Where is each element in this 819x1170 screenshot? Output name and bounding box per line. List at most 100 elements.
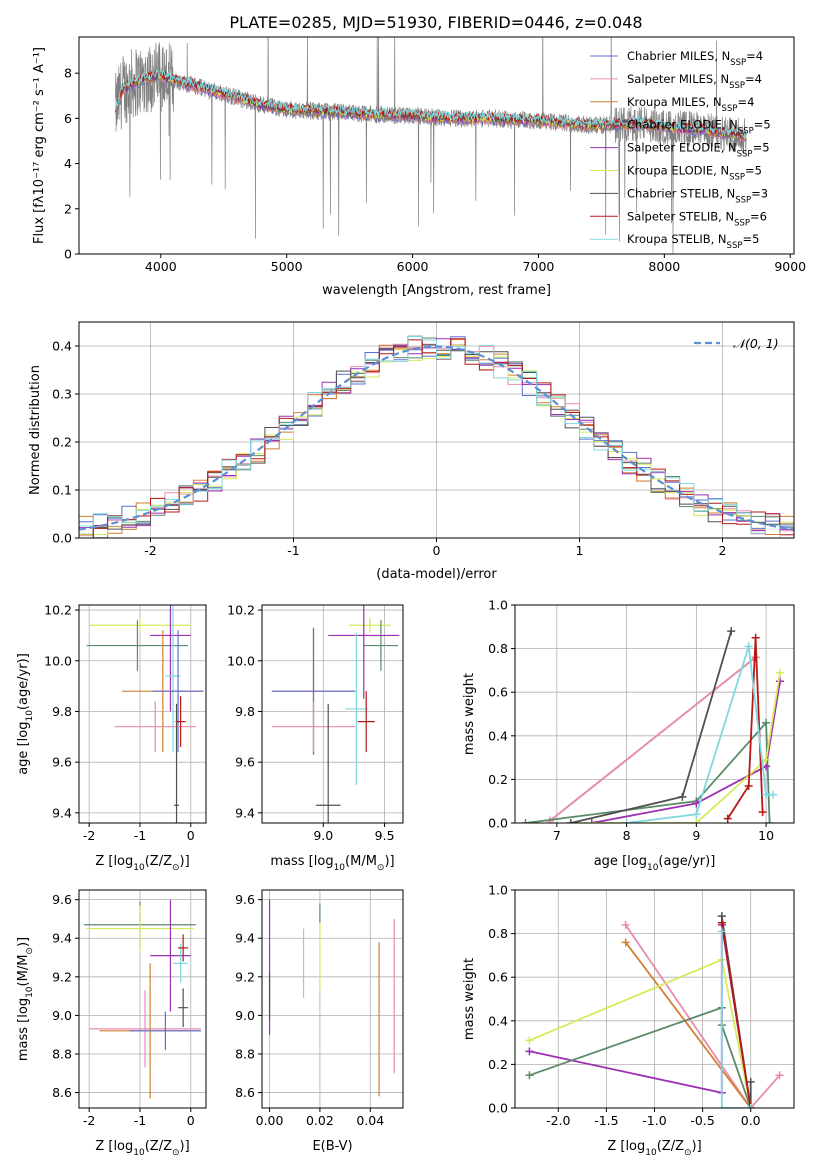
y-tick-label: 9.6 — [235, 755, 255, 770]
weight-line-salpeter_elodie — [591, 681, 781, 823]
y-tick-label: 10.0 — [227, 653, 255, 668]
x-axis-label: age [log10(age/yr)] — [594, 854, 716, 873]
y-tick-label: 0.2 — [52, 435, 72, 450]
chart-massweight_vs_age: 7 8 9 10 0.0 0.2 0.4 0.6 0.8 1.0 age [log10(age/yr… — [462, 598, 795, 873]
model-line-kroupa_stelib — [115, 68, 747, 139]
y-tick-label: 9.6 — [52, 892, 72, 907]
x-tick-label: 2 — [719, 543, 727, 558]
axes-frame — [261, 889, 404, 1109]
x-tick-label: 4000 — [145, 259, 177, 274]
y-tick-label: 9.8 — [235, 704, 255, 719]
y-tick-label: 0.0 — [488, 1101, 508, 1116]
mass_vs_Z-plot-area — [79, 890, 206, 1108]
y-tick-label: 6 — [64, 111, 72, 126]
y-tick-label: 9.2 — [235, 969, 255, 984]
y-tick-label: 10.2 — [44, 603, 72, 618]
x-tick-label: 8000 — [648, 259, 680, 274]
weight-marker-kroupa_stelib — [762, 790, 771, 799]
age_vs_Z-plot-area — [79, 605, 206, 823]
legend-entry-label: Chabrier MILES, NSSP=4 — [627, 49, 763, 68]
legend-label-normal: 𝒩(0, 1) — [733, 336, 779, 351]
y-tick-label: 9.4 — [235, 805, 255, 820]
y-tick-label: 8.6 — [52, 1085, 72, 1100]
y-tick-label: 8.8 — [52, 1046, 72, 1061]
legend-entry-label: Chabrier STELIB, NSSP=3 — [627, 186, 768, 205]
y-tick-label: 1.0 — [488, 883, 508, 898]
weight-marker-salpeter_stelib — [744, 781, 753, 790]
x-axis-label: wavelength [Angstrom, rest frame] — [322, 283, 551, 298]
chart-massweight_vs_Z: -2.0 -1.5 -1.0 -0.5 0.0 0.0 0.2 0.4 0.6 0.8 1.0 Z [… — [462, 883, 795, 1158]
weight-line-chabrier_elodie — [525, 720, 771, 823]
histogram-kroupa_stelib — [79, 336, 794, 538]
y-tick-label: 0.4 — [488, 1013, 508, 1028]
weight-marker-salpeter_miles — [621, 920, 630, 929]
legend-entry-label: Kroupa MILES, NSSP=4 — [627, 95, 754, 114]
weight-marker-kroupa_stelib — [692, 810, 701, 819]
x-tick-label: -2 — [144, 543, 156, 558]
y-tick-label: 4 — [64, 156, 72, 171]
y-tick-label: 2 — [64, 201, 72, 216]
x-tick-label: 7000 — [523, 259, 555, 274]
weight-marker-kroupa_stelib — [744, 642, 753, 651]
x-tick-label: -0.5 — [690, 1113, 714, 1128]
massweight_vs_age-plot-area — [515, 605, 794, 823]
weight-line-salpeter_miles — [549, 656, 757, 822]
axes-frame — [78, 604, 207, 824]
weight-marker-chabrier_elodie — [525, 1071, 534, 1080]
y-tick-label: 0.1 — [52, 483, 72, 498]
y-tick-label: 0.6 — [488, 685, 508, 700]
weight-marker-kroupa_elodie — [692, 819, 701, 823]
weight-marker-kroupa_stelib — [746, 1104, 755, 1108]
weight-marker-kroupa_stelib — [622, 819, 631, 823]
x-tick-label: -1 — [134, 1113, 146, 1128]
y-tick-label: 0.2 — [488, 772, 508, 787]
x-tick-label: 9.0 — [313, 828, 333, 843]
x-tick-label: 9 — [692, 828, 700, 843]
x-tick-label: 5000 — [271, 259, 303, 274]
legend-entry-label: Salpeter ELODIE, NSSP=5 — [627, 141, 770, 160]
chart-spectrum: 4000 5000 6000 7000 8000 9000 0 2 4 6 8 wavelength … — [32, 36, 806, 298]
x-tick-label: 6000 — [397, 259, 429, 274]
y-axis-label: mass [log10(M/M⊙)] — [16, 937, 35, 1061]
x-tick-label: 0.04 — [356, 1113, 384, 1128]
y-tick-label: 9.0 — [235, 1008, 255, 1023]
legend-entry-label: Kroupa STELIB, NSSP=5 — [627, 232, 759, 251]
y-tick-label: 8.6 — [235, 1085, 255, 1100]
weight-marker-chabrier_stelib — [727, 627, 736, 636]
charts-container: 4000 5000 6000 7000 8000 900002468wavelength … — [16, 36, 806, 1158]
weight-marker-salpeter_stelib — [758, 808, 767, 817]
axes-frame — [261, 604, 404, 824]
y-tick-label: 9.8 — [52, 704, 72, 719]
y-tick-label: 9.2 — [52, 969, 72, 984]
y-tick-label: 0 — [64, 247, 72, 262]
weight-marker-kroupa_elodie — [776, 668, 785, 677]
x-axis-label: (data-model)/error — [376, 567, 497, 582]
y-tick-label: 9.4 — [235, 931, 255, 946]
y-tick-label: 9.6 — [52, 755, 72, 770]
x-tick-label: -2 — [83, 828, 95, 843]
x-tick-label: -1.0 — [642, 1113, 666, 1128]
legend-entry-label: Salpeter STELIB, NSSP=6 — [627, 209, 767, 228]
weight-line-chabrier_stelib — [570, 630, 733, 823]
y-tick-label: 0.0 — [488, 816, 508, 831]
legend-entry-label: Chabrier ELODIE, NSSP=5 — [627, 118, 771, 137]
weight-marker-kroupa_elodie — [762, 755, 771, 764]
x-tick-label: 10 — [758, 828, 774, 843]
x-tick-label: 0 — [187, 828, 195, 843]
weight-marker-kroupa_stelib — [769, 790, 778, 799]
weight-line-kroupa_miles — [624, 941, 752, 1108]
x-tick-label: -1.5 — [594, 1113, 618, 1128]
y-tick-label: 0.2 — [488, 1057, 508, 1072]
spectrum-plot-area — [115, 37, 747, 254]
legend-entry-label: Salpeter MILES, NSSP=4 — [627, 72, 762, 91]
x-tick-label: 0 — [187, 1113, 195, 1128]
weight-line-salpeter_stelib — [726, 637, 764, 820]
axes-frame — [78, 36, 795, 255]
y-tick-label: 0.8 — [488, 926, 508, 941]
x-tick-label: -1 — [134, 828, 146, 843]
weight-marker-salpeter_miles — [775, 1071, 784, 1080]
weight-marker-salpeter_stelib — [751, 633, 760, 642]
x-tick-label: -2 — [83, 1113, 95, 1128]
y-tick-label: 0.0 — [52, 531, 72, 546]
